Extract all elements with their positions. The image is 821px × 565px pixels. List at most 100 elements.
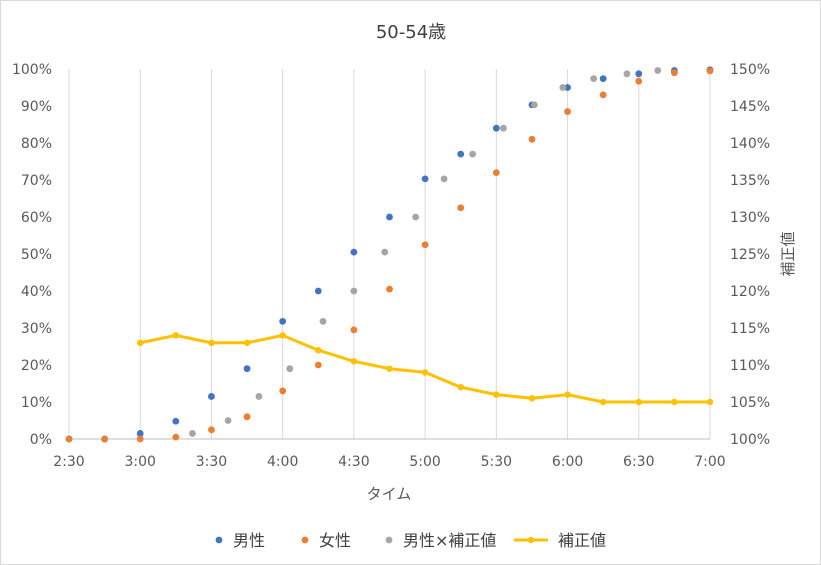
y-right-tick-label: 105% [730,395,770,411]
legend-marker [301,536,309,544]
line-marker [350,358,358,365]
legend-label: 男性 [233,531,265,550]
scatter-point [706,67,714,75]
y-right-tick-label: 145% [730,99,770,115]
scatter-point [599,91,607,99]
scatter-point [286,365,294,373]
scatter-point [492,169,500,177]
scatter-point [314,361,322,369]
legend-marker [527,536,535,544]
scatter-point [530,101,538,109]
scatter-point [635,77,643,85]
scatter-point [386,213,393,221]
x-tick-label: 4:00 [267,454,298,470]
x-tick-label: 5:30 [481,454,512,470]
y-left-tick-label: 60% [21,210,52,226]
scatter-point [500,124,507,132]
scatter-point [564,84,571,91]
y-left-tick-label: 50% [21,247,52,263]
scatter-point [670,69,678,77]
scatter-point [189,430,196,437]
y-right-tick-label: 125% [730,247,770,263]
scatter-point [421,175,429,183]
line-marker [493,391,500,398]
scatter-point [635,70,643,78]
scatter-point [319,317,327,325]
y-left-tick-label: 20% [21,358,52,374]
scatter-point [654,67,662,74]
y-right-tick-label: 110% [730,358,770,374]
scatter-point [208,426,215,434]
scatter-point [590,75,598,83]
line-marker [279,332,286,339]
scatter-point [314,287,322,295]
y-left-tick-label: 90% [21,99,52,115]
scatter-point [386,285,393,293]
line-marker [457,384,464,391]
y-right-axis-title: 補正値 [779,231,797,276]
scatter-point [136,435,144,443]
scatter-point [65,435,73,443]
scatter-point [623,70,631,78]
y-left-tick-label: 100% [12,62,52,78]
y-right-tick-label: 115% [730,321,770,337]
y-left-tick-label: 0% [30,432,52,448]
y-left-tick-label: 80% [21,136,52,152]
line-marker [706,398,714,406]
line-marker [137,339,144,346]
scatter-point [279,387,287,395]
scatter-point [208,393,215,400]
x-tick-label: 6:00 [552,454,583,470]
series-layer [65,66,714,443]
scatter-point [457,204,465,212]
y-left-tick-label: 70% [21,173,52,189]
x-tick-label: 3:00 [124,454,155,470]
scatter-point [440,175,448,183]
x-axis-title: タイム [367,485,412,503]
scatter-point [101,435,109,443]
y-right-tick-label: 135% [730,173,770,189]
line-marker [172,332,180,339]
line-marker [599,398,607,406]
line-marker [528,395,536,402]
scatter-point [457,150,465,158]
scatter-point [279,317,287,325]
scatter-point [599,75,607,83]
y-right-tick-label: 130% [730,210,770,226]
y-left-tick-label: 40% [21,284,52,300]
x-tick-label: 6:30 [623,454,654,470]
scatter-point [469,150,476,158]
x-tick-label: 3:30 [196,454,227,470]
scatter-point [559,84,567,91]
scatter-point [224,417,232,424]
scatter-point [350,326,358,334]
y-right-tick-label: 100% [730,432,770,448]
scatter-point [243,365,251,373]
y-left-tick-label: 30% [21,321,52,337]
scatter-point [172,417,180,425]
y-right-tick-label: 120% [730,284,770,300]
scatter-point [243,413,251,421]
legend: 男性 女性 男性×補正値 補正値 [215,531,606,550]
axis-layer: 2:30 3:00 3:30 4:00 4:30 5:00 5:30 6:00 6:30 7:00… [12,62,770,470]
y-right-tick-label: 140% [730,136,770,152]
x-tick-label: 4:30 [338,454,369,470]
scatter-point [172,433,180,441]
scatter-point [255,393,263,400]
y-right-tick-label: 150% [730,62,770,78]
scatter-point [412,213,420,221]
line-marker [635,398,642,406]
x-tick-label: 7:00 [694,454,725,470]
scatter-point [136,430,144,437]
line-marker [671,398,678,406]
chart-title: 50-54歳 [376,22,446,43]
scatter-point [528,135,536,143]
line-marker [315,347,322,354]
scatter-point [350,287,358,295]
line-marker [243,339,251,346]
legend-marker [385,536,393,544]
y-left-tick-label: 10% [21,395,52,411]
scatter-point [421,241,429,249]
